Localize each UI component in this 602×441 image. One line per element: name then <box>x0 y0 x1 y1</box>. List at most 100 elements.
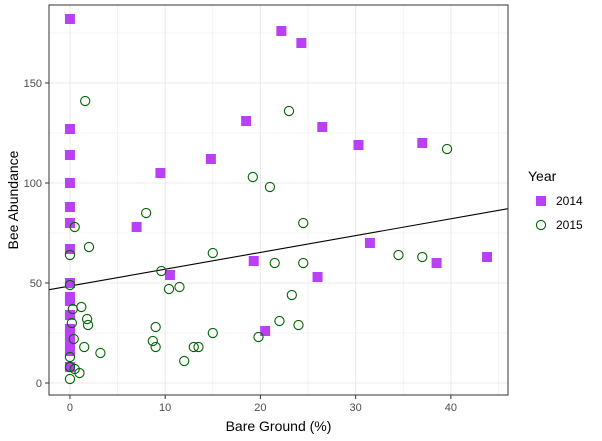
data-point-2014 <box>276 26 287 36</box>
data-point-2014 <box>164 270 175 280</box>
data-point-2015 <box>253 331 264 343</box>
data-point-2014 <box>64 202 75 212</box>
data-point-2015 <box>298 257 309 269</box>
data-point-2015 <box>150 321 161 333</box>
series-2015 <box>64 95 453 385</box>
data-point-2014 <box>64 362 75 372</box>
data-point-2015 <box>64 249 76 261</box>
legend-item-2014: 2014 <box>536 194 583 208</box>
legend: Year 2014 2015 <box>528 168 583 232</box>
legend-key-2015 <box>535 219 547 231</box>
data-point-2014 <box>64 218 75 228</box>
data-point-2015 <box>95 347 106 359</box>
x-tick-label: 0 <box>67 402 73 414</box>
data-point-2015 <box>441 143 453 155</box>
data-point-2015 <box>69 363 80 375</box>
data-point-2015 <box>140 207 152 219</box>
data-point-2015 <box>64 361 76 373</box>
data-point-2014 <box>64 150 75 160</box>
data-point-2015 <box>207 247 218 259</box>
data-point-2014 <box>364 238 375 248</box>
data-point-2015 <box>68 333 79 345</box>
x-tick-label: 20 <box>254 402 266 414</box>
data-point-2015 <box>66 317 78 329</box>
data-point-2015 <box>67 303 78 315</box>
x-tick-label: 10 <box>159 402 171 414</box>
data-point-2015 <box>179 355 190 367</box>
data-point-2014 <box>64 338 75 348</box>
x-tick-label: 30 <box>350 402 362 414</box>
data-point-2015 <box>417 251 428 263</box>
data-point-2015 <box>83 241 95 253</box>
data-point-2014 <box>155 168 166 178</box>
legend-label-2015: 2015 <box>556 218 583 232</box>
legend-key-2014 <box>536 196 546 206</box>
data-point-2014 <box>64 178 75 188</box>
data-point-2014 <box>248 256 259 266</box>
data-point-2014 <box>64 244 75 254</box>
data-point-2015 <box>283 105 295 117</box>
data-point-2014 <box>131 222 142 232</box>
data-point-2015 <box>147 335 158 347</box>
y-tick-label: 150 <box>24 78 42 90</box>
data-point-2014 <box>64 310 75 320</box>
trendline-layer <box>48 208 509 291</box>
y-tick-label: 0 <box>36 378 42 390</box>
data-point-2015 <box>286 289 297 301</box>
data-point-2015 <box>207 327 218 339</box>
data-point-2015 <box>80 95 91 107</box>
data-point-2014 <box>482 252 493 262</box>
data-point-2015 <box>393 249 404 261</box>
data-point-2014 <box>353 140 364 150</box>
legend-title: Year <box>528 168 557 184</box>
data-point-2015 <box>64 373 76 385</box>
data-point-2015 <box>293 319 304 331</box>
data-point-2014 <box>296 38 307 48</box>
legend-items: 2014 2015 <box>535 194 583 232</box>
data-point-2014 <box>64 324 75 334</box>
data-point-2014 <box>64 124 75 134</box>
data-point-2014 <box>260 326 271 336</box>
data-point-2014 <box>431 258 442 268</box>
x-axis-title: Bare Ground (%) <box>226 418 332 434</box>
data-point-2015 <box>82 319 94 331</box>
data-point-2014 <box>205 154 216 164</box>
legend-label-2014: 2014 <box>556 194 583 208</box>
series-2014 <box>64 14 493 372</box>
data-point-2015 <box>274 315 285 327</box>
data-point-2015 <box>150 341 161 353</box>
data-point-2014 <box>317 122 328 132</box>
y-tick-label: 50 <box>30 278 42 290</box>
data-point-2015 <box>64 279 76 291</box>
trendline <box>48 208 509 291</box>
data-point-2014 <box>417 138 428 148</box>
data-point-2015 <box>269 257 280 269</box>
data-point-2015 <box>163 283 175 295</box>
data-point-2015 <box>188 341 199 353</box>
data-points <box>64 14 493 385</box>
y-axis-title: Bee Abundance <box>5 150 21 249</box>
data-point-2015 <box>174 281 185 293</box>
data-point-2014 <box>64 14 75 24</box>
data-point-2014 <box>64 330 75 340</box>
data-point-2014 <box>64 346 75 356</box>
data-point-2015 <box>69 221 80 233</box>
data-point-2015 <box>193 341 204 353</box>
data-point-2015 <box>81 313 93 325</box>
data-point-2015 <box>156 265 167 277</box>
data-point-2014 <box>64 296 75 306</box>
data-point-2015 <box>298 217 309 229</box>
y-tick-label: 100 <box>24 178 42 190</box>
panel-border <box>48 4 509 396</box>
data-point-2014 <box>64 278 75 288</box>
data-point-2014 <box>312 272 323 282</box>
data-point-2015 <box>79 341 90 353</box>
data-point-2015 <box>64 351 76 363</box>
data-point-2015 <box>247 171 258 183</box>
x-tick-label: 40 <box>445 402 457 414</box>
data-point-2015 <box>264 181 276 193</box>
axes: 0 10 20 30 40 0 50 100 150 <box>24 78 457 414</box>
